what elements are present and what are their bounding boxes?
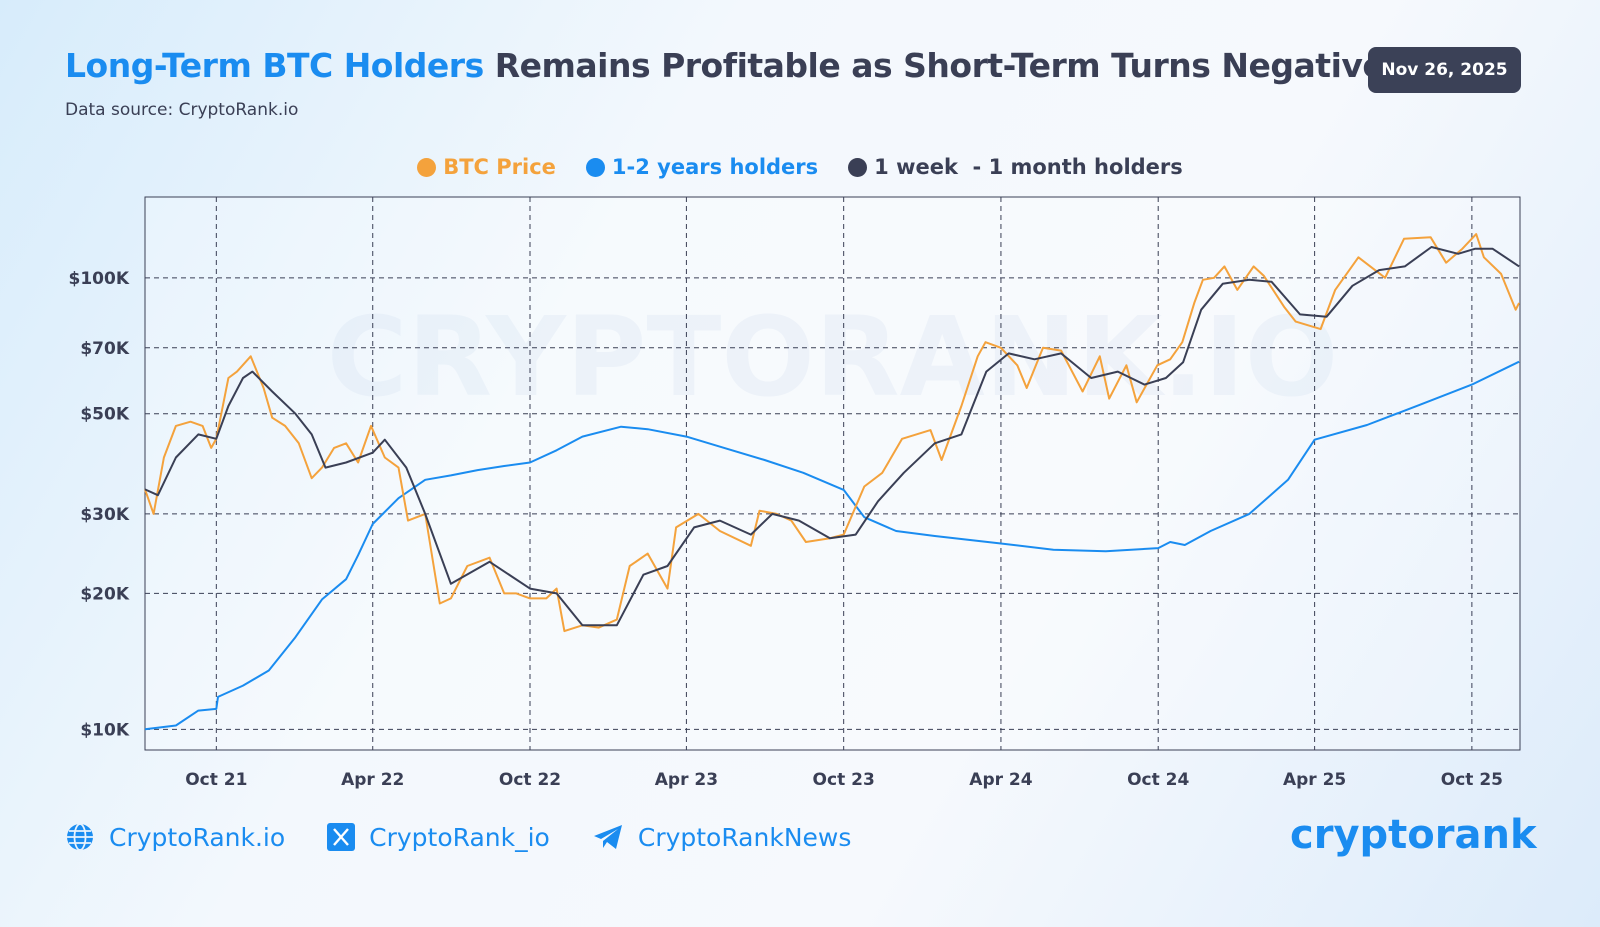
series-line-1 [144,360,1520,731]
title-highlight: Long-Term BTC Holders [65,46,484,85]
y-tick-label: $10K [80,720,129,740]
legend-label: 1 week - 1 month holders [874,155,1183,179]
legend-label: BTC Price [443,155,556,179]
x-tick-label: Oct 21 [185,770,247,790]
x-tick-label: Apr 25 [1283,770,1346,790]
plot-area [144,196,1521,751]
x-tick-label: Oct 22 [499,770,561,790]
legend-item-shortterm: 1 week - 1 month holders [848,155,1183,179]
x-label: CryptoRank_io [369,822,550,852]
footer-links: CryptoRank.io CryptoRank_io CryptoRankNe… [65,822,851,852]
x-tick-label: Oct 23 [813,770,875,790]
x-tick-label: Apr 22 [341,770,404,790]
y-tick-label: $30K [80,505,129,525]
x-tick-label: Apr 24 [969,770,1032,790]
y-tick-label: $50K [80,405,129,425]
y-tick-label: $100K [69,269,130,289]
telegram-label: CryptoRankNews [637,822,852,852]
x-tick-label: Oct 24 [1127,770,1189,790]
legend-item-btc: BTC Price [417,155,556,179]
website-link[interactable]: CryptoRank.io [65,822,285,852]
x-tick-label: Apr 23 [655,770,718,790]
legend-dot-icon [585,157,605,177]
x-tick-label: Oct 25 [1441,770,1503,790]
legend-item-longterm: 1-2 years holders [585,155,819,179]
cryptorank-logo: cryptorank [1290,812,1537,858]
series-line-2 [144,246,1520,627]
title-rest: Remains Profitable as Short-Term Turns N… [483,46,1385,85]
date-badge: Nov 26, 2025 [1368,47,1521,93]
website-label: CryptoRank.io [109,822,286,852]
legend-dot-icon [848,157,868,177]
legend: BTC Price 1-2 years holders 1 week - 1 m… [0,155,1600,179]
y-tick-label: $70K [80,339,129,359]
x-logo-icon [327,823,356,851]
legend-dot-icon [417,157,437,177]
globe-icon [67,823,93,851]
telegram-icon [593,825,622,849]
x-link[interactable]: CryptoRank_io [327,822,550,852]
chart-title: Long-Term BTC Holders Remains Profitable… [65,46,1385,85]
telegram-link[interactable]: CryptoRankNews [592,822,852,852]
y-tick-label: $20K [80,584,129,604]
legend-label: 1-2 years holders [611,155,819,179]
watermark: CRYPTORANK.IO [327,293,1339,421]
data-source: Data source: CryptoRank.io [65,100,299,120]
